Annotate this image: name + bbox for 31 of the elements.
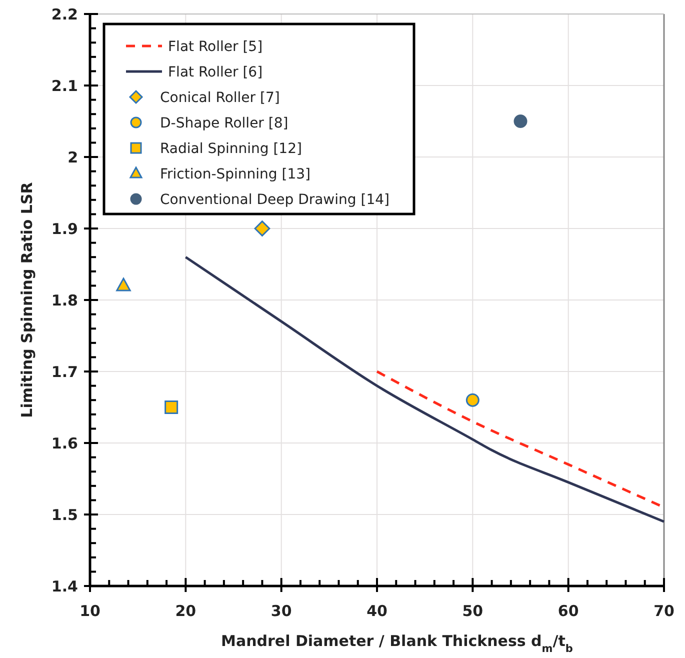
y-tick-label: 1.8 xyxy=(51,291,78,310)
legend-label: Flat Roller [6] xyxy=(168,64,263,80)
x-tick-label: 60 xyxy=(558,602,579,620)
y-tick-label: 1.4 xyxy=(51,577,78,596)
x-axis-title: Mandrel Diameter / Blank Thickness d$_{m}$/t$_{b}$ xyxy=(221,632,574,655)
point xyxy=(164,400,178,414)
legend-label: Friction-Spinning [13] xyxy=(160,166,310,182)
legend-label: Conical Roller [7] xyxy=(160,90,280,106)
legend-label: Radial Spinning [12] xyxy=(160,140,302,157)
x-tick-label: 50 xyxy=(462,602,484,620)
point xyxy=(116,278,131,292)
y-tick-label: 2.1 xyxy=(51,76,78,95)
point xyxy=(254,220,270,236)
x-tick-label: 70 xyxy=(654,602,674,620)
y-tick-label: 1.6 xyxy=(51,434,78,452)
legend-label: D-Shape Roller [8] xyxy=(160,115,288,132)
x-tick-label: 20 xyxy=(175,602,196,620)
line-series xyxy=(184,256,666,523)
x-tick-label: 40 xyxy=(366,602,388,620)
y-axis-title: Limiting Spinning Ratio LSR xyxy=(18,182,36,418)
y-tick-label: 1.5 xyxy=(51,506,78,524)
y-tick-label: 1.7 xyxy=(51,362,78,381)
x-tick-label: 10 xyxy=(80,602,100,620)
legend-label: Flat Roller [5] xyxy=(168,38,263,55)
legend-label: Conventional Deep Drawing [14] xyxy=(160,192,390,208)
point xyxy=(514,114,528,128)
y-tick-label: 2.2 xyxy=(51,5,78,24)
point xyxy=(466,393,480,407)
y-tick-label: 1.9 xyxy=(51,220,78,238)
x-tick-label: 30 xyxy=(270,602,292,620)
y-tick-label: 2 xyxy=(68,148,78,166)
